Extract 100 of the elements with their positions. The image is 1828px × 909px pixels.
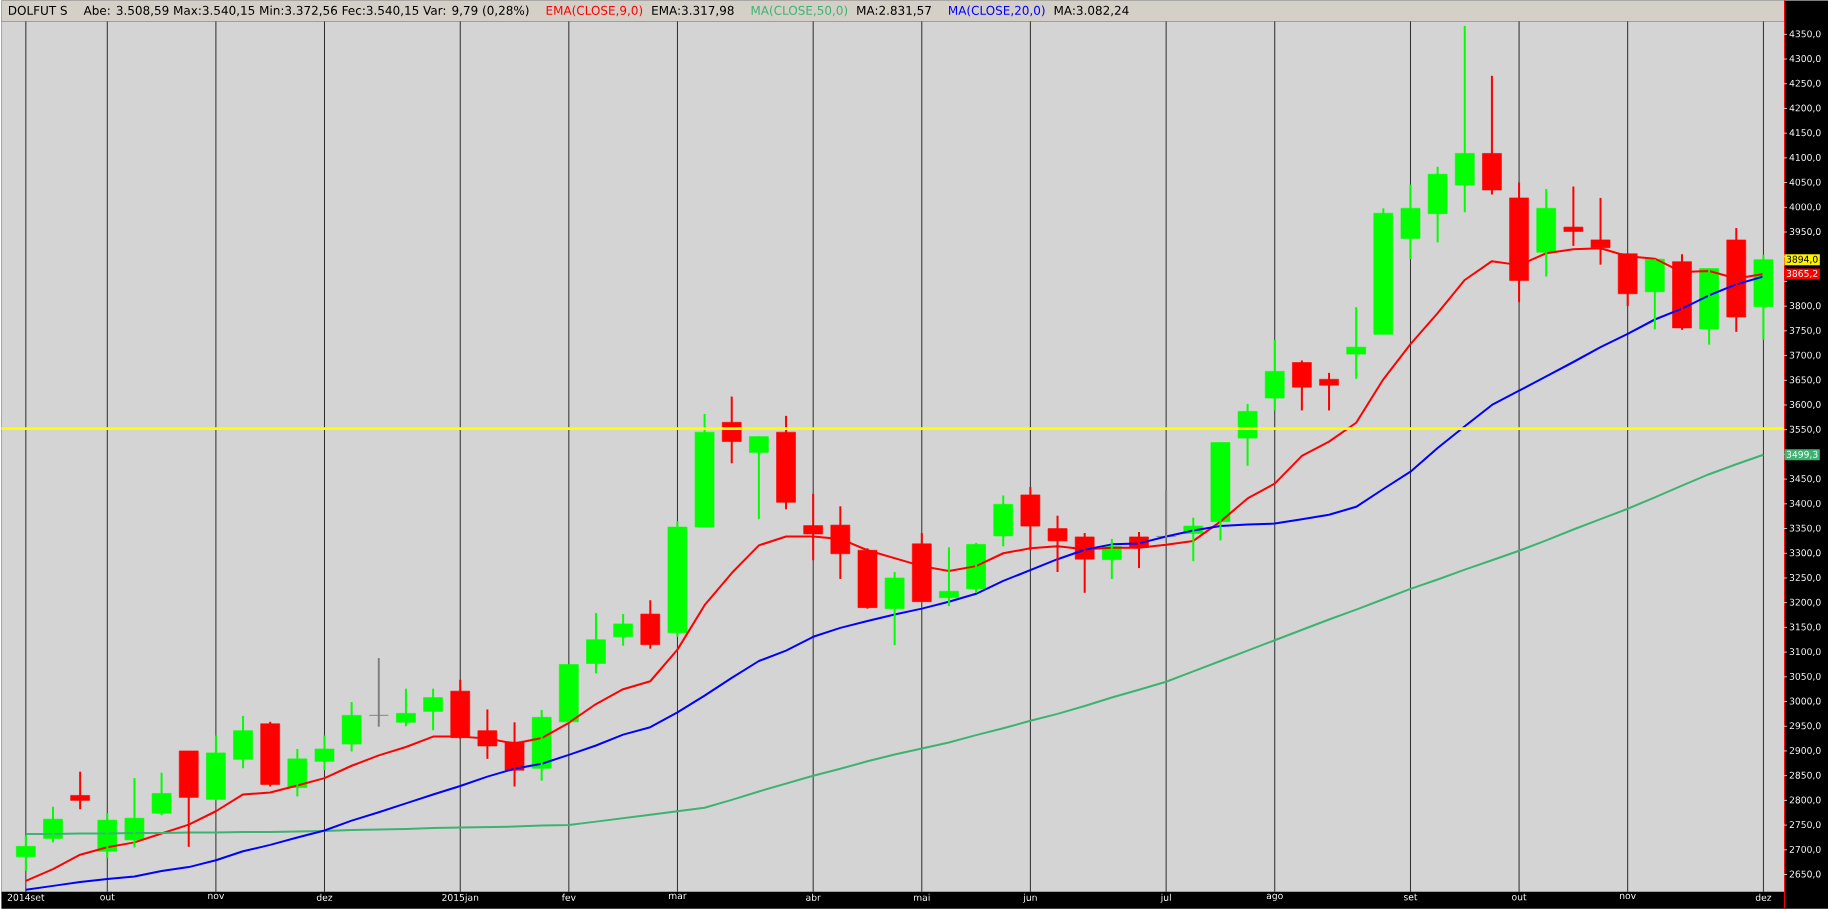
text: EMA(CLOSE,9,0) <box>546 5 643 17</box>
annotation: 3865,2 <box>1786 269 1818 278</box>
candlestick <box>939 546 959 607</box>
y-tick-label: 3450,0 <box>1789 475 1821 483</box>
candlestick <box>1482 74 1502 196</box>
candlestick <box>1210 441 1231 542</box>
candlestick <box>1264 338 1285 412</box>
y-tick-label: 2700,0 <box>1789 845 1821 854</box>
candlestick <box>667 520 688 638</box>
candlestick <box>884 570 905 647</box>
y-tick-label: 3550,0 <box>1789 425 1821 434</box>
y-tick-label: 3050,0 <box>1789 672 1821 681</box>
candlestick <box>749 435 769 521</box>
candlestick <box>803 492 823 562</box>
candlestick <box>1346 306 1366 380</box>
x-tick-label: mar <box>669 893 687 899</box>
text: MA:3.082,24 <box>1054 5 1129 17</box>
candlestick <box>341 700 362 753</box>
y-tick-label: 4100,0 <box>1789 153 1821 162</box>
chart-title: DOLFUT S <box>8 5 67 15</box>
candlestick <box>423 687 443 732</box>
y-tick-label: 4350,0 <box>1789 30 1821 39</box>
candlestick <box>260 720 280 788</box>
y-tick-label: 3200,0 <box>1789 598 1821 607</box>
y-tick-label: 3350,0 <box>1789 524 1821 533</box>
candlestick <box>1319 371 1339 412</box>
x-tick-label: dez <box>316 893 333 901</box>
x-tick-label: out <box>100 893 115 901</box>
y-tick-label: 3400,0 <box>1789 499 1821 508</box>
y-tick-label: 2650,0 <box>1789 870 1821 879</box>
y-tick-label: 3750,0 <box>1789 326 1821 335</box>
y-tick-label: 4200,0 <box>1789 104 1821 113</box>
candlestick <box>1047 514 1068 573</box>
candlestick <box>1020 485 1041 552</box>
y-tick-label: 3950,0 <box>1789 227 1821 236</box>
candlestick <box>16 834 36 872</box>
candlestick <box>1373 207 1394 336</box>
x-tick-label: dez <box>1755 893 1772 901</box>
candlestick <box>368 656 389 728</box>
candlestick <box>1400 183 1421 261</box>
x-tick-label: nov <box>208 893 225 899</box>
candlestick <box>151 771 172 817</box>
y-tick-label: 2900,0 <box>1789 746 1821 755</box>
x-tick-label: mai <box>914 893 930 901</box>
x-tick-label: abr <box>806 893 821 901</box>
x-tick-label: jun <box>1023 893 1037 903</box>
candlestick <box>559 663 579 723</box>
candlestick <box>993 494 1014 548</box>
annotation: 3499,3 <box>1786 450 1818 459</box>
text: MA(CLOSE,50,0) <box>751 5 848 17</box>
candlestick <box>1753 253 1774 341</box>
x-tick-label: set <box>1403 893 1418 901</box>
candlestick <box>911 531 932 603</box>
y-tick-label: 2800,0 <box>1789 796 1821 805</box>
y-tick-label: 3250,0 <box>1789 573 1821 582</box>
x-tick-label: nov <box>1620 893 1636 899</box>
y-tick-label: 2750,0 <box>1789 821 1821 829</box>
candlestick <box>1454 24 1475 214</box>
candlestick <box>586 611 606 675</box>
candlestick <box>857 547 878 610</box>
x-tick-label: jul <box>1160 893 1171 903</box>
candlestick <box>70 770 90 811</box>
text: MA:2.831,57 <box>857 5 931 17</box>
candlestick <box>396 687 416 728</box>
y-tick-label: 4050,0 <box>1789 178 1821 187</box>
candlestick <box>694 412 715 528</box>
y-tick-label: 3150,0 <box>1789 623 1821 632</box>
chart-subtitle: Abe: 3.508,59 Max:3.540,15 Min:3.372,56 Fec:3.540,15 Var: 9,79 (0,28%) <box>83 5 529 17</box>
x-tick-label: fev <box>561 893 576 901</box>
candlestick <box>314 734 335 772</box>
candlestick <box>613 612 633 647</box>
y-tick-label: 3600,0 <box>1789 400 1821 409</box>
x-tick-label: ago <box>1266 893 1283 901</box>
candlestick <box>178 749 199 848</box>
y-tick-label: 4150,0 <box>1789 129 1821 137</box>
x-tick-label: 2014set <box>7 893 45 901</box>
candlestick <box>1156 488 1176 540</box>
candlestick <box>1563 185 1584 247</box>
candlestick <box>1427 165 1448 244</box>
y-tick-label: 3800,0 <box>1789 302 1821 310</box>
y-tick-label: 3000,0 <box>1789 697 1821 706</box>
candlestick <box>776 414 796 511</box>
candlestick <box>1536 187 1557 278</box>
candlestick <box>477 708 498 760</box>
annotation: 3894,0 <box>1786 255 1818 264</box>
x-tick-label: out <box>1512 893 1527 901</box>
text: EMA:3.317,98 <box>652 5 734 17</box>
y-tick-label: 3100,0 <box>1789 648 1821 656</box>
y-tick-label: 3650,0 <box>1789 376 1821 385</box>
y-tick-label: 4000,0 <box>1789 203 1821 212</box>
candlestick <box>233 714 253 770</box>
y-tick-label: 3300,0 <box>1789 549 1821 558</box>
y-tick-label: 3700,0 <box>1789 351 1821 360</box>
candlestick <box>1292 359 1312 412</box>
candlestick <box>206 734 226 802</box>
x-tick-label: 2015jan <box>442 893 479 903</box>
text: MA(CLOSE,20,0) <box>949 5 1045 17</box>
candlestick <box>640 599 661 650</box>
y-tick-label: 2950,0 <box>1789 722 1821 731</box>
y-tick-label: 4300,0 <box>1789 54 1821 63</box>
